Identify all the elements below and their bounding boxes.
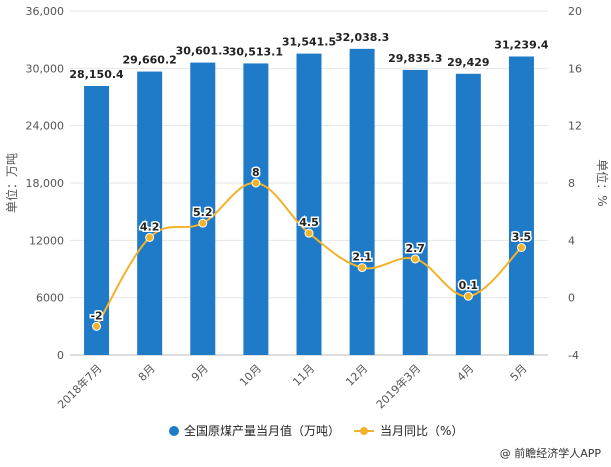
line-point <box>251 178 261 188</box>
left-tick-label: 36,000 <box>26 5 65 18</box>
legend-line-dot <box>360 427 368 435</box>
x-tick-label: 12月 <box>343 362 370 389</box>
line-point <box>410 254 420 264</box>
bar <box>190 62 216 355</box>
line-point <box>516 243 526 252</box>
source-credit: @ 前瞻经济学人APP <box>499 447 601 460</box>
left-tick-label: 18,000 <box>26 177 65 190</box>
line-value-label: 8 <box>252 166 260 179</box>
x-tick-label: 11月 <box>290 362 317 389</box>
x-tick-label: 10月 <box>237 362 264 389</box>
bar-value-label: 31,239.4 <box>494 38 549 51</box>
bar-value-label: 29,429 <box>447 56 489 69</box>
left-tick-label: 24,000 <box>26 120 65 133</box>
bar-value-label: 30,601.3 <box>176 45 230 58</box>
bar-data-labels: 28,150.429,660.230,601.330,513.131,541.5… <box>69 31 549 81</box>
right-tick-label: 20 <box>568 5 582 18</box>
line-point <box>463 291 473 301</box>
right-axis-title: 单位：% <box>595 159 610 206</box>
bar-value-label: 28,150.4 <box>69 68 124 81</box>
right-tick-label: -4 <box>568 349 579 362</box>
left-tick-label: 12000 <box>29 234 64 247</box>
bar <box>455 73 481 356</box>
x-tick-label: 5月 <box>508 362 530 384</box>
x-tick-label: 2018年7月 <box>54 361 104 411</box>
line-value-label: 3.5 <box>512 231 532 244</box>
right-tick-label: 8 <box>568 177 575 190</box>
x-axis-ticks: 2018年7月 8月 9月 10月 11月 12月 2019年3月 4月 5月 <box>54 361 529 411</box>
x-tick-label: 8月 <box>136 362 158 384</box>
bar <box>137 71 163 355</box>
line-value-label: 2.7 <box>405 242 425 255</box>
line-data-labels: -2 4.2 5.2 8 4.5 2.1 2.7 0.1 3.5 <box>89 165 533 324</box>
bar-value-label: 29,660.2 <box>123 54 177 67</box>
bar <box>349 48 375 356</box>
bar-value-label: 29,835.3 <box>388 52 442 65</box>
x-tick-label: 2019年3月 <box>373 361 423 411</box>
bar-value-label: 31,541.5 <box>282 36 336 49</box>
bar-value-label: 32,038.3 <box>335 31 389 44</box>
line-value-label: -2 <box>90 309 102 322</box>
line-series <box>92 178 526 331</box>
line-point <box>357 263 367 273</box>
right-tick-label: 12 <box>568 120 582 133</box>
left-tick-label: 6000 <box>36 292 64 305</box>
left-axis-ticks: 0 6000 12000 18,000 24,000 30,000 36,000 <box>26 5 65 362</box>
bar <box>296 53 322 355</box>
legend-bar-swatch <box>169 426 179 436</box>
left-tick-label: 0 <box>57 349 64 362</box>
bar <box>508 56 534 356</box>
legend: 全国原煤产量当月值（万吨） 当月同比（%） <box>169 423 463 438</box>
line-value-label: 0.1 <box>459 279 479 292</box>
line-point <box>304 228 314 238</box>
line-value-label: 4.5 <box>299 216 319 229</box>
right-tick-label: 4 <box>568 234 575 247</box>
bar <box>243 63 269 355</box>
line-value-label: 4.2 <box>140 220 160 233</box>
x-tick-label: 4月 <box>455 362 477 384</box>
line-point <box>145 232 155 242</box>
bar-value-label: 30,513.1 <box>229 45 283 58</box>
line-value-label: 5.2 <box>193 206 213 219</box>
left-axis-title: 单位：万吨 <box>4 153 19 213</box>
legend-line-label: 当月同比（%） <box>380 424 463 438</box>
left-tick-label: 30,000 <box>26 62 65 75</box>
right-tick-label: 16 <box>568 62 582 75</box>
bar <box>402 69 428 355</box>
right-tick-label: 0 <box>568 292 575 305</box>
line-value-label: 2.1 <box>352 251 372 264</box>
x-tick-label: 9月 <box>189 362 211 384</box>
bar-series <box>84 48 534 356</box>
line-point <box>198 218 208 228</box>
line-point <box>92 321 102 331</box>
right-axis-ticks: -4 0 4 8 12 16 20 <box>568 5 582 362</box>
legend-bar-label: 全国原煤产量当月值（万吨） <box>184 423 340 438</box>
